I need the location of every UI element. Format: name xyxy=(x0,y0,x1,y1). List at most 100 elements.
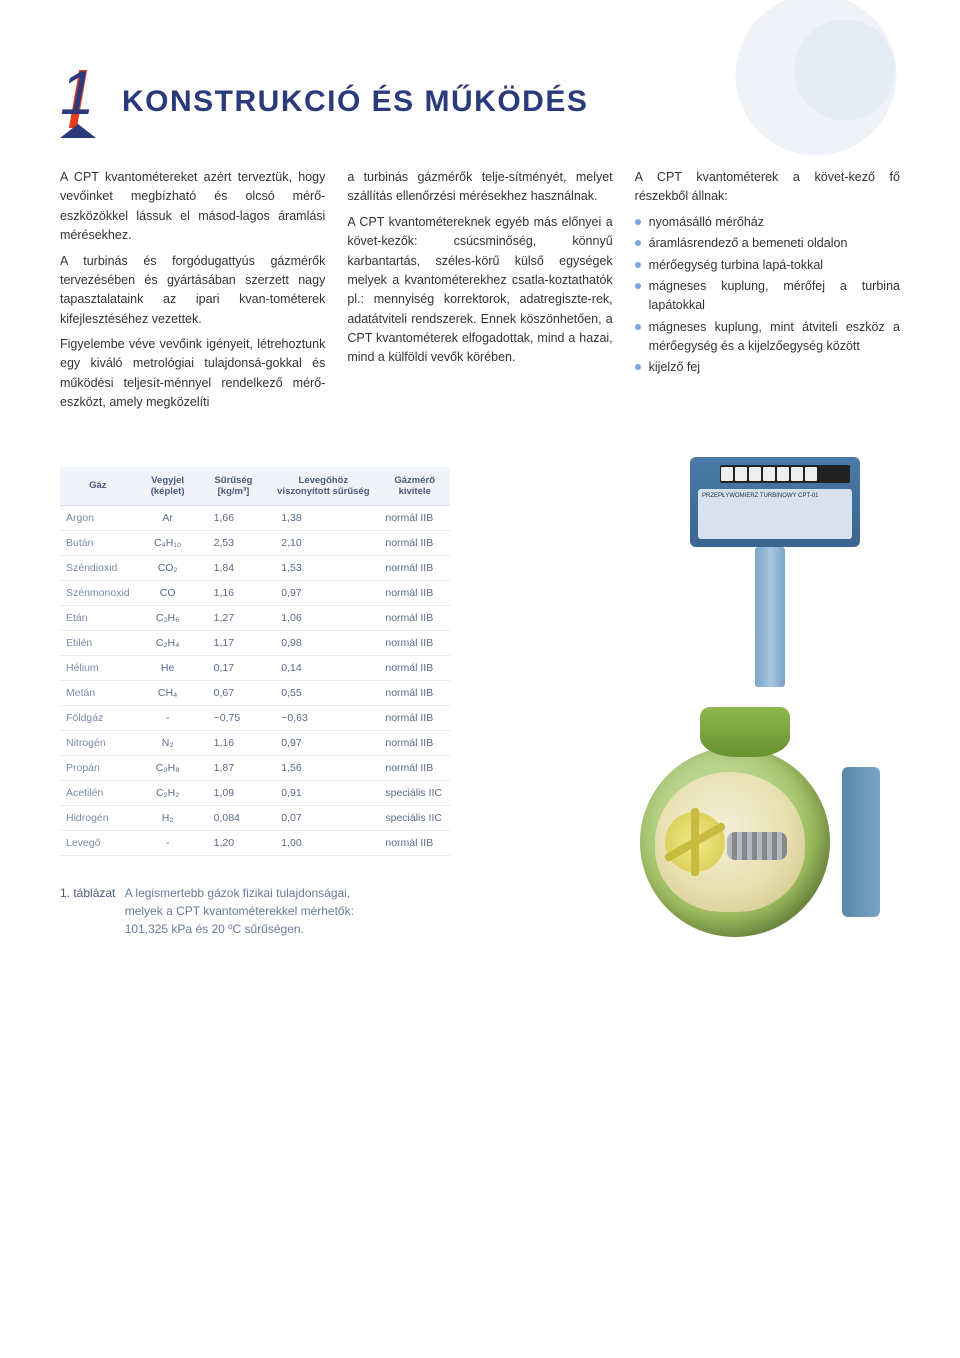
table-cell: Levegő xyxy=(60,831,136,856)
top-cap xyxy=(700,707,790,757)
table-cell: 0,97 xyxy=(267,581,379,606)
parts-list-item: mérőegység turbina lapá-tokkal xyxy=(635,256,900,275)
table-cell: 1,17 xyxy=(200,631,268,656)
table-cell: speciális IIC xyxy=(379,781,450,806)
table-header: Gáz xyxy=(60,467,136,506)
device-cutaway-illustration: PRZEPŁYWOMIERZ TURBINOWY CPT-01 xyxy=(500,457,920,977)
table-cell: speciális IIC xyxy=(379,806,450,831)
table-cell: C₂H₄ xyxy=(136,631,200,656)
table-cell: C₂H₆ xyxy=(136,606,200,631)
paragraph: A turbinás és forgódugattyús gázmérők te… xyxy=(60,252,325,330)
table-cell: CO xyxy=(136,581,200,606)
table-cell: 1,84 xyxy=(200,556,268,581)
table-row: HidrogénH₂0,0840,07speciális IIC xyxy=(60,806,450,831)
table-cell: 1,87 xyxy=(200,756,268,781)
table-cell: C₃H₈ xyxy=(136,756,200,781)
table-cell: 1,16 xyxy=(200,731,268,756)
parts-list-item: nyomásálló mérőház xyxy=(635,213,900,232)
table-cell: C₄H₁₀ xyxy=(136,531,200,556)
table-cell: 1,66 xyxy=(200,506,268,531)
table-cell: 1,09 xyxy=(200,781,268,806)
table-cell: - xyxy=(136,706,200,731)
table-cell: Acetilén xyxy=(60,781,136,806)
paragraph: Figyelembe véve vevőink igényeit, létreh… xyxy=(60,335,325,413)
table-cell: 0,91 xyxy=(267,781,379,806)
parts-list: nyomásálló mérőházáramlásrendező a bemen… xyxy=(635,213,900,378)
table-cell: Bután xyxy=(60,531,136,556)
counter-digits xyxy=(720,465,850,483)
intro-column-1: A CPT kvantométereket azért terveztük, h… xyxy=(60,168,325,419)
table-cell: Földgáz xyxy=(60,706,136,731)
table-cell: normál IIB xyxy=(379,731,450,756)
table-header: Vegyjel (képlet) xyxy=(136,467,200,506)
table-header: Sűrűség [kg/m³] xyxy=(200,467,268,506)
table-cell: Nitrogén xyxy=(60,731,136,756)
intro-columns: A CPT kvantométereket azért terveztük, h… xyxy=(60,168,900,419)
table-row: PropánC₃H₈1,871,56normál IIB xyxy=(60,756,450,781)
section-number-badge: 1 xyxy=(60,70,106,134)
table-cell: normál IIB xyxy=(379,831,450,856)
counter-head: PRZEPŁYWOMIERZ TURBINOWY CPT-01 xyxy=(690,457,860,547)
table-cell: 1,27 xyxy=(200,606,268,631)
turbine-rotor xyxy=(665,812,725,872)
table-cell: ~0,63 xyxy=(267,706,379,731)
parts-list-item: mágneses kuplung, mint átviteli eszköz a… xyxy=(635,318,900,357)
table-row: SzéndioxidCO₂1,841,53normál IIB xyxy=(60,556,450,581)
table-cell: normál IIB xyxy=(379,531,450,556)
table-cell: Széndioxid xyxy=(60,556,136,581)
table-cell: normál IIB xyxy=(379,656,450,681)
intro-column-2: a turbinás gázmérők telje-sítményét, mel… xyxy=(347,168,612,419)
table-cell: CH₄ xyxy=(136,681,200,706)
table-cell: 0,084 xyxy=(200,806,268,831)
table-row: SzénmonoxidCO1,160,97normál IIB xyxy=(60,581,450,606)
intro-column-3: A CPT kvantométerek a követ-kező fő rész… xyxy=(635,168,900,419)
table-cell: 0,67 xyxy=(200,681,268,706)
table-cell: 1,06 xyxy=(267,606,379,631)
table-cell: normál IIB xyxy=(379,631,450,656)
table-row: NitrogénN₂1,160,97normál IIB xyxy=(60,731,450,756)
table-cell: Hélium xyxy=(60,656,136,681)
table-row: ButánC₄H₁₀2,532,10normál IIB xyxy=(60,531,450,556)
table-cell: ~0,75 xyxy=(200,706,268,731)
section-header: 1 KONSTRUKCIÓ ÉS MŰKÖDÉS xyxy=(60,70,900,134)
parts-list-item: kijelző fej xyxy=(635,358,900,377)
table-row: MetánCH₄0,670,55normál IIB xyxy=(60,681,450,706)
section-number: 1 xyxy=(60,58,94,129)
table-cell: Ar xyxy=(136,506,200,531)
table-row: Földgáz-~0,75~0,63normál IIB xyxy=(60,706,450,731)
table-cell: C₂H₂ xyxy=(136,781,200,806)
table-cell: He xyxy=(136,656,200,681)
table-cell: normál IIB xyxy=(379,756,450,781)
table-row: EtánC₂H₆1,271,06normál IIB xyxy=(60,606,450,631)
table-cell: 0,14 xyxy=(267,656,379,681)
table-row: Levegő-1,201,00normál IIB xyxy=(60,831,450,856)
table-cell: Etán xyxy=(60,606,136,631)
paragraph: a turbinás gázmérők telje-sítményét, mel… xyxy=(347,168,612,207)
table-cell: Argon xyxy=(60,506,136,531)
paragraph: A CPT kvantométereket azért terveztük, h… xyxy=(60,168,325,246)
meter-housing xyxy=(610,717,860,947)
table-cell: Propán xyxy=(60,756,136,781)
table-cell: normál IIB xyxy=(379,581,450,606)
table-row: AcetilénC₂H₂1,090,91speciális IIC xyxy=(60,781,450,806)
table-cell: H₂ xyxy=(136,806,200,831)
cutaway-interior xyxy=(655,772,805,912)
table-caption: 1. táblázat A legismertebb gázok fizikai… xyxy=(60,884,450,938)
table-cell: 0,98 xyxy=(267,631,379,656)
table-cell: 1,53 xyxy=(267,556,379,581)
paragraph: A CPT kvantométereknek egyéb más előnyei… xyxy=(347,213,612,368)
paragraph: A CPT kvantométerek a követ-kező fő rész… xyxy=(635,168,900,207)
table-cell: 2,53 xyxy=(200,531,268,556)
gas-properties-table: Gáz Vegyjel (képlet) Sűrűség [kg/m³] Lev… xyxy=(60,467,450,857)
table-cell: - xyxy=(136,831,200,856)
table-cell: 1,38 xyxy=(267,506,379,531)
coupling-shaft xyxy=(755,547,785,687)
caption-label: 1. táblázat xyxy=(60,886,115,900)
page-title: KONSTRUKCIÓ ÉS MŰKÖDÉS xyxy=(122,85,588,119)
outlet-flange xyxy=(842,767,880,917)
table-cell: 0,97 xyxy=(267,731,379,756)
table-cell: 1,20 xyxy=(200,831,268,856)
table-cell: Metán xyxy=(60,681,136,706)
table-cell: N₂ xyxy=(136,731,200,756)
table-cell: normál IIB xyxy=(379,706,450,731)
